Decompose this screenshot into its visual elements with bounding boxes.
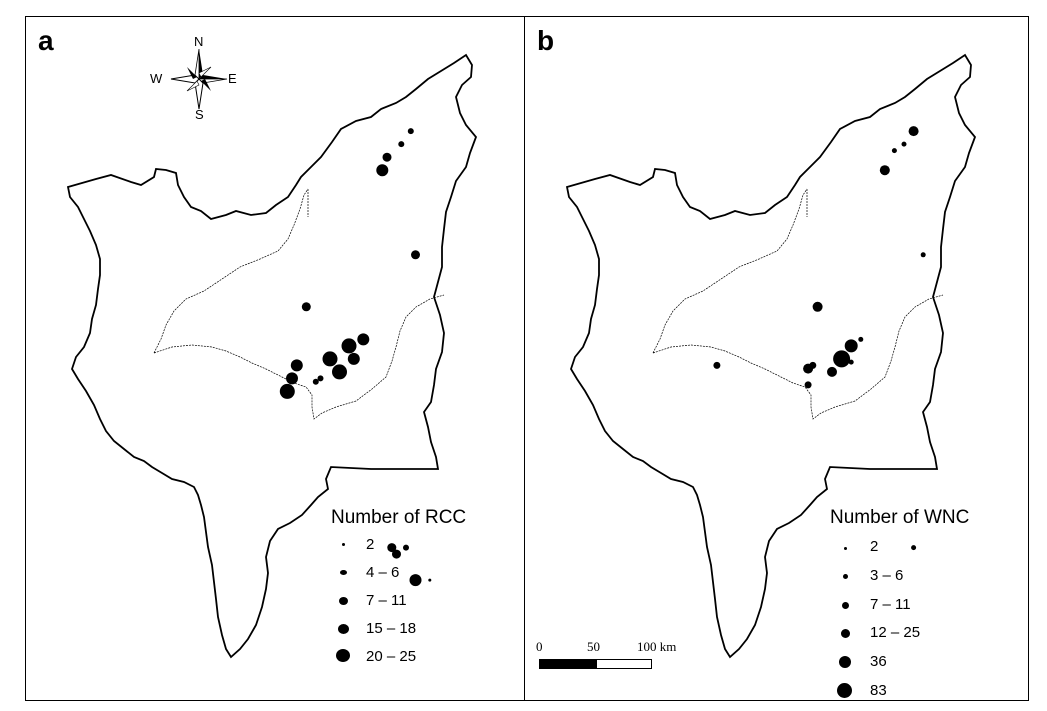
legend-symbol [339, 597, 348, 605]
scale-label: 0 [536, 639, 543, 654]
legend-symbol [841, 629, 850, 638]
data-point [920, 252, 926, 258]
legend-symbol [843, 574, 848, 579]
compass-east-label: E [228, 71, 237, 86]
data-point [279, 383, 295, 399]
subregion-boundary [652, 188, 944, 420]
legend-symbol [839, 656, 851, 668]
scale-label: 100 km [637, 639, 677, 654]
point-layer [279, 128, 432, 587]
panel-label: b [537, 25, 555, 56]
data-point [322, 351, 338, 367]
legend-label: 7 – 11 [870, 596, 911, 613]
map-panel-b: b Number of WNC 2 3 – 6 7 – 11 12 – 25 3… [524, 16, 1029, 701]
legend-symbol [340, 570, 347, 575]
legend-symbol [338, 624, 349, 634]
data-point [387, 543, 397, 553]
data-point [341, 338, 357, 354]
legend-label: 83 [870, 682, 887, 699]
legend-label: 2 [870, 538, 879, 555]
compass-south-label: S [195, 107, 204, 122]
data-point [398, 141, 405, 148]
data-point [804, 381, 812, 389]
subregion-boundary [153, 188, 445, 420]
legend-label: 20 – 25 [366, 648, 417, 665]
region-map-a [66, 53, 478, 659]
data-point [312, 378, 319, 385]
data-point [332, 364, 347, 380]
data-point [428, 578, 432, 582]
data-point [411, 250, 420, 260]
data-point [347, 352, 360, 365]
legend-label: 3 – 6 [870, 567, 904, 584]
region-map-b [565, 53, 977, 659]
data-point [713, 361, 721, 369]
compass-west-label: W [150, 71, 163, 86]
data-point [911, 545, 917, 551]
region-boundary [565, 53, 977, 659]
legend-label: 7 – 11 [366, 592, 407, 609]
compass-north-label: N [194, 34, 204, 49]
data-point [403, 544, 409, 551]
data-point [879, 165, 890, 176]
data-point [301, 302, 311, 312]
data-point [833, 350, 851, 368]
data-point [908, 126, 919, 137]
legend-label: 4 – 6 [366, 564, 400, 581]
legend-title: Number of RCC [331, 507, 467, 528]
panel-label: a [38, 25, 54, 56]
data-point [803, 363, 814, 374]
legend-symbol [842, 602, 849, 609]
point-layer [713, 126, 926, 551]
data-point [891, 148, 897, 154]
data-point [407, 128, 414, 135]
compass-icon [170, 48, 228, 110]
legend-symbol [342, 543, 345, 546]
data-point [290, 359, 303, 372]
data-point [317, 375, 324, 382]
scale-segment-filled [539, 659, 597, 669]
legend-label: 12 – 25 [870, 624, 921, 641]
legend-label: 15 – 18 [366, 620, 417, 637]
legend-symbol [844, 547, 847, 550]
data-point [844, 339, 858, 353]
map-panel-a: a N S W E Number of RCC 2 4 – 6 7 [25, 16, 525, 701]
data-point [382, 152, 392, 162]
legend-symbol [837, 683, 852, 698]
data-point [392, 549, 401, 559]
compass-rose: N S W E [150, 34, 239, 122]
data-point [901, 141, 907, 147]
data-point [848, 359, 854, 365]
data-point [286, 372, 298, 385]
data-point [357, 333, 370, 346]
region-boundary [66, 53, 478, 659]
scale-segment-empty [596, 659, 652, 669]
legend-label: 2 [366, 536, 375, 553]
legend-label: 36 [870, 653, 887, 670]
data-point [858, 336, 864, 342]
data-point [376, 164, 389, 177]
legend-symbol [336, 649, 350, 662]
data-point [409, 574, 422, 587]
scale-bar: 0 50 100 km [536, 639, 679, 679]
legend-title: Number of WNC [830, 507, 970, 528]
data-point [827, 366, 837, 377]
scale-label: 50 [587, 639, 600, 654]
data-point [812, 301, 823, 312]
